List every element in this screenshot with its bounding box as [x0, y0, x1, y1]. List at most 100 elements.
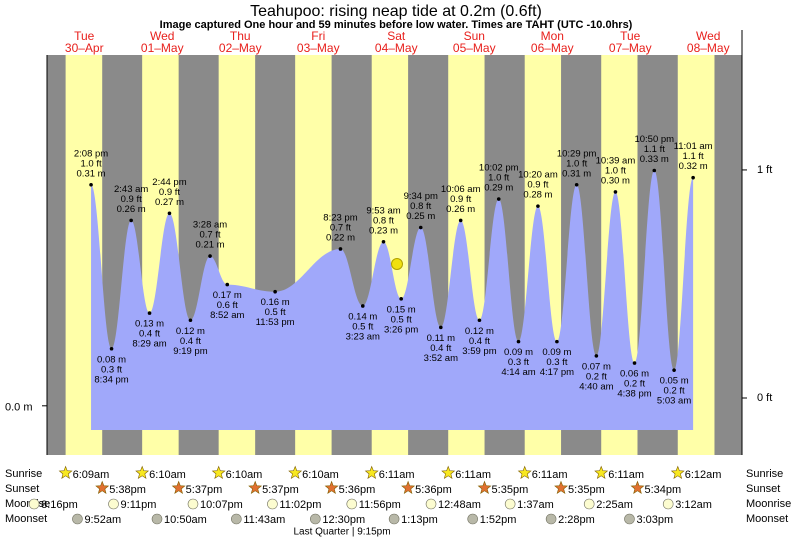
- tide-extreme: [399, 297, 403, 301]
- row-time: 2:25am: [596, 499, 633, 511]
- moon-icon: [151, 513, 163, 525]
- tide-extreme: [574, 182, 579, 187]
- extreme-label: 0.27 m: [155, 197, 184, 208]
- moon-phase: Last Quarter | 9:15pm: [293, 527, 390, 538]
- sun-icon: [630, 480, 645, 494]
- day-date: 07–May: [609, 41, 652, 55]
- row-time: 5:36pm: [415, 484, 452, 496]
- extreme-label: 0.25 m: [406, 211, 435, 222]
- extreme-label: 0.9 ft: [121, 194, 142, 205]
- chart-title: Teahupoo: rising neap tide at 0.2m (0.6f…: [250, 3, 542, 20]
- extreme-label: 0.26 m: [117, 204, 146, 215]
- row-time: 12:48am: [438, 499, 481, 511]
- extreme-label: 11:01 am: [674, 141, 713, 152]
- tide-extreme: [167, 211, 172, 216]
- extreme-label: 0.32 m: [679, 161, 708, 172]
- extreme-label: 0.12 m: [176, 326, 205, 337]
- row-time: 6:10am: [226, 469, 263, 481]
- day-name: Mon: [541, 29, 564, 43]
- extreme-label: 9:34 pm: [404, 191, 438, 202]
- extreme-label: 0.22 m: [326, 232, 355, 243]
- extreme-label: 2:44 pm: [152, 177, 186, 188]
- sun-icon: [288, 465, 303, 479]
- sun-icon: [171, 480, 186, 494]
- extreme-label: 0.31 m: [562, 168, 591, 179]
- tide-extreme: [109, 346, 114, 351]
- row-time: 3:03pm: [636, 514, 673, 526]
- row-time: 1:13pm: [401, 514, 438, 526]
- tide-extreme: [208, 254, 212, 258]
- row-time: 6:12am: [685, 469, 722, 481]
- extreme-label: 0.7 ft: [199, 230, 220, 241]
- day-date: 05–May: [453, 41, 496, 55]
- tide-extreme: [129, 218, 133, 223]
- extreme-label: 1.0 ft: [605, 165, 626, 176]
- extreme-label: 0.15 m: [387, 304, 416, 315]
- extreme-label: 0.33 m: [640, 154, 669, 165]
- tide-extreme: [89, 182, 93, 187]
- tide-extreme: [458, 218, 463, 223]
- extreme-label: 2:08 pm: [74, 148, 108, 159]
- extreme-label: 1.0 ft: [80, 158, 101, 169]
- row-time: 5:34pm: [644, 484, 681, 496]
- day-name: Tue: [620, 29, 641, 43]
- tide-extreme: [225, 282, 230, 287]
- tide-extreme: [613, 190, 618, 194]
- extreme-label: 10:50 pm: [634, 134, 674, 145]
- extreme-label: 3:52 am: [424, 353, 458, 364]
- moon-icon: [545, 513, 557, 525]
- moon-icon: [388, 513, 400, 525]
- day-date: 01–May: [141, 41, 184, 55]
- y2-tick-label: 1 ft: [757, 164, 772, 176]
- extreme-label: 0.7 ft: [330, 222, 351, 233]
- tide-extreme: [477, 318, 482, 323]
- moon-icon: [624, 513, 635, 525]
- day-name: Wed: [696, 29, 720, 43]
- extreme-label: 4:40 am: [579, 381, 613, 392]
- y2-tick-label: 0 ft: [757, 392, 772, 404]
- sun-icon: [594, 465, 609, 479]
- plot-area: [47, 55, 742, 455]
- extreme-label: 4:38 pm: [617, 389, 651, 400]
- extreme-label: 0.5 ft: [391, 314, 412, 325]
- extreme-label: 0.05 m: [660, 376, 689, 387]
- row-time: 8:16pm: [41, 499, 78, 511]
- tide-extreme: [360, 304, 365, 308]
- extreme-label: 1.1 ft: [683, 151, 704, 162]
- sun-icon: [670, 465, 685, 479]
- extreme-label: 0.4 ft: [180, 336, 201, 347]
- day-date: 08–May: [687, 41, 730, 55]
- extreme-label: 8:52 am: [210, 310, 244, 321]
- extreme-label: 3:23 am: [346, 331, 380, 342]
- tide-extreme: [338, 247, 343, 251]
- extreme-label: 0.08 m: [97, 354, 126, 365]
- row-time: 5:37pm: [262, 484, 299, 496]
- extreme-label: 0.26 m: [446, 204, 475, 215]
- row-time: 5:35pm: [492, 484, 529, 496]
- extreme-label: 1.0 ft: [488, 173, 509, 184]
- extreme-label: 0.2 ft: [586, 371, 607, 382]
- tide-extreme: [594, 354, 599, 358]
- extreme-label: 0.3 ft: [546, 357, 567, 368]
- day-name: Fri: [311, 29, 325, 43]
- sun-icon: [554, 480, 568, 494]
- row-label: Sunrise: [5, 468, 42, 480]
- row-time: 6:10am: [302, 469, 339, 481]
- moon-icon: [583, 498, 595, 510]
- sun-icon: [441, 465, 456, 479]
- extreme-label: 0.06 m: [620, 369, 649, 380]
- sun-icon: [364, 465, 379, 479]
- tide-extreme: [439, 325, 443, 330]
- row-label-right: Sunrise: [746, 468, 783, 480]
- extreme-label: 0.16 m: [261, 297, 290, 308]
- extreme-label: 0.9 ft: [159, 187, 180, 198]
- extreme-label: 0.12 m: [465, 326, 494, 337]
- extreme-label: 0.5 ft: [352, 321, 373, 332]
- moon-icon: [467, 513, 479, 525]
- extreme-label: 11:53 pm: [256, 317, 295, 328]
- moon-icon: [72, 513, 83, 525]
- extreme-label: 0.28 m: [523, 190, 552, 201]
- tide-area: [91, 170, 694, 430]
- extreme-label: 1.1 ft: [644, 144, 665, 155]
